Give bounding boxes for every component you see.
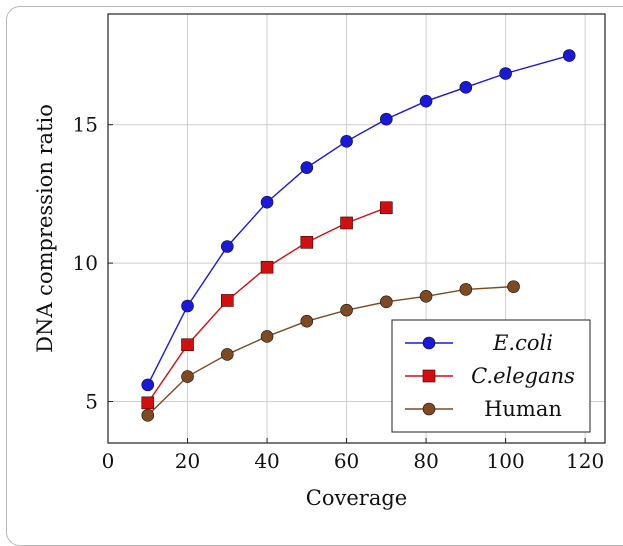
- data-point-1: [181, 338, 194, 352]
- legend-marker-0: [422, 336, 436, 350]
- data-point-0: [220, 240, 234, 253]
- data-point-0: [340, 135, 353, 148]
- data-point-2: [181, 370, 194, 383]
- legend: E.coli C.elegans Human: [391, 319, 591, 433]
- data-point-0: [562, 49, 576, 62]
- data-point-2: [419, 290, 433, 303]
- y-axis-title: DNA compression ratio: [33, 104, 57, 353]
- data-point-1: [380, 201, 393, 215]
- series-markers: [141, 49, 576, 422]
- legend-label-0: E.coli: [492, 331, 553, 355]
- axis-ticks: 0 20 40 60 80 100 120 5 10 15: [73, 113, 605, 473]
- legend-marker-2: [422, 402, 436, 416]
- data-point-1: [220, 294, 234, 307]
- x-tick-label: 100: [487, 449, 525, 473]
- data-point-2: [220, 348, 234, 361]
- data-point-0: [459, 81, 473, 94]
- x-axis-title: Coverage: [306, 486, 407, 510]
- data-point-2: [507, 280, 520, 293]
- x-tick-label: 80: [413, 449, 438, 473]
- legend-marker-1: [422, 369, 436, 383]
- x-tick-label: 0: [102, 449, 115, 473]
- data-point-0: [141, 378, 155, 392]
- legend-label-2: Human: [484, 397, 562, 421]
- x-tick-label: 60: [334, 449, 359, 473]
- plot-border: [107, 13, 606, 444]
- y-tick-label: 15: [73, 113, 98, 137]
- data-point-2: [340, 303, 353, 317]
- x-tick-label: 40: [254, 449, 279, 473]
- grid-lines: [108, 14, 605, 443]
- data-point-1: [300, 236, 314, 249]
- data-point-0: [499, 67, 512, 80]
- data-point-0: [419, 94, 433, 108]
- x-tick-label: 120: [566, 449, 604, 473]
- data-point-1: [260, 260, 274, 274]
- data-point-1: [141, 396, 155, 410]
- legend-label-1: C.elegans: [471, 364, 575, 388]
- y-tick-label: 5: [85, 389, 98, 413]
- data-point-0: [181, 299, 194, 313]
- data-point-0: [380, 112, 393, 126]
- data-point-2: [459, 283, 473, 296]
- x-tick-label: 20: [175, 449, 200, 473]
- data-point-0: [300, 161, 314, 174]
- data-point-2: [300, 314, 314, 328]
- data-point-0: [260, 195, 274, 209]
- compression-chart: 0 20 40 60 80 100 120 5 10 15 Coverage DNA compre…: [33, 13, 606, 510]
- data-point-2: [380, 295, 393, 309]
- data-point-2: [141, 409, 155, 422]
- series-line-2: [147, 285, 514, 416]
- data-point-2: [260, 330, 274, 343]
- y-tick-label: 10: [73, 251, 98, 275]
- data-point-1: [340, 216, 353, 230]
